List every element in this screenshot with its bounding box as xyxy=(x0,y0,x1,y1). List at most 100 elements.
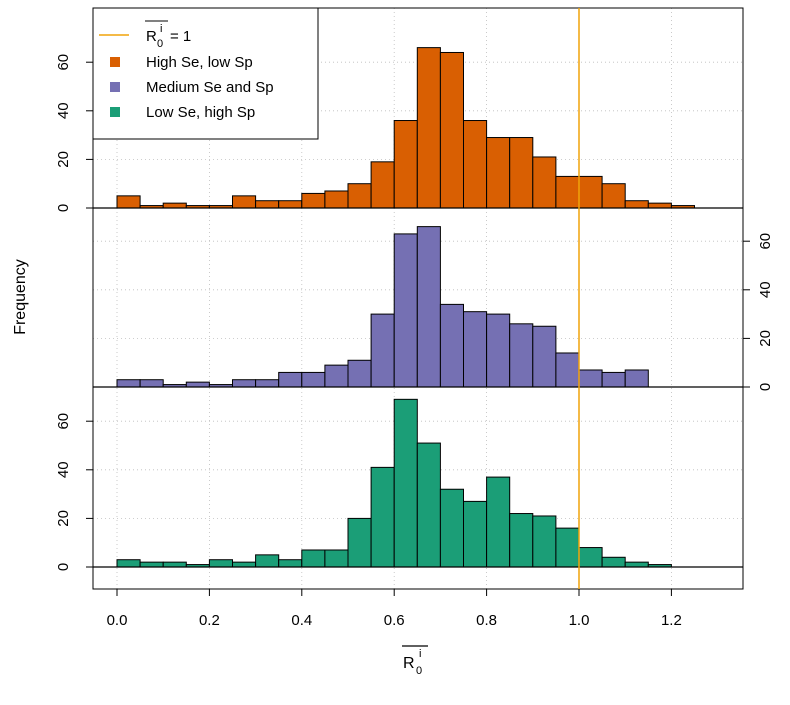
bar xyxy=(232,561,257,568)
bar xyxy=(370,466,395,568)
bar xyxy=(601,183,626,209)
bar xyxy=(139,561,164,568)
bar xyxy=(347,359,372,388)
x-axis-label-sup: i xyxy=(419,648,421,660)
x-tick-label: 0.0 xyxy=(107,612,128,629)
x-axis-label: R 0 i xyxy=(402,645,428,677)
bar xyxy=(370,313,395,388)
bar xyxy=(116,559,141,568)
legend-swatch xyxy=(110,57,120,67)
bar xyxy=(463,120,488,209)
x-axis-label-base: R xyxy=(403,655,415,672)
bar xyxy=(486,137,511,209)
bar xyxy=(439,51,464,209)
y-tick-label: 0 xyxy=(757,383,774,391)
bar xyxy=(139,379,164,388)
legend-ref-sub: 0 xyxy=(157,38,163,50)
y-tick-label: 40 xyxy=(55,461,72,478)
axes-layer: 0 20 40 60 0 20 40 60 0 20 40 60 0.0 0.2 0.4 0.6 0.8 1.0 1… xyxy=(55,7,774,629)
bar xyxy=(463,500,488,568)
y-tick-label: 20 xyxy=(55,510,72,527)
bar xyxy=(578,369,603,388)
y-tick-label: 60 xyxy=(55,413,72,430)
bar xyxy=(555,175,580,209)
y-tick-label: 0 xyxy=(55,563,72,571)
bar xyxy=(324,364,349,388)
legend-ref-base: R xyxy=(146,28,157,45)
bar xyxy=(324,549,349,568)
bar xyxy=(416,226,441,388)
legend-label: Medium Se and Sp xyxy=(146,79,274,96)
bar xyxy=(232,379,257,388)
bar xyxy=(555,352,580,388)
bar xyxy=(624,561,649,568)
bar xyxy=(278,371,303,388)
plot-frame xyxy=(92,7,744,590)
bar xyxy=(555,527,580,568)
bar xyxy=(162,561,187,568)
y-tick-label: 40 xyxy=(757,281,774,298)
bar xyxy=(486,313,511,388)
legend-label: High Se, low Sp xyxy=(146,54,253,71)
legend: R 0 i = 1 High Se, low Sp Medium Se and Sp Low… xyxy=(92,7,319,140)
bar xyxy=(509,137,534,209)
bar xyxy=(278,200,303,209)
y-tick-label: 20 xyxy=(757,330,774,347)
bar xyxy=(532,156,557,209)
x-tick-label: 0.4 xyxy=(291,612,312,629)
bar xyxy=(416,442,441,568)
bar xyxy=(647,202,672,209)
legend-swatch xyxy=(110,82,120,92)
bar xyxy=(185,381,210,388)
bar xyxy=(162,202,187,209)
legend-swatch xyxy=(110,107,120,117)
bar xyxy=(116,379,141,388)
bar xyxy=(532,515,557,568)
bar xyxy=(393,120,418,209)
x-tick-label: 0.8 xyxy=(476,612,497,629)
y-tick-label: 40 xyxy=(55,102,72,119)
x-tick-label: 0.6 xyxy=(384,612,405,629)
bar xyxy=(278,559,303,568)
bar xyxy=(116,195,141,209)
bar xyxy=(393,398,418,568)
bar xyxy=(393,233,418,388)
bar xyxy=(255,554,280,568)
bar xyxy=(301,371,326,388)
x-tick-label: 1.2 xyxy=(661,612,682,629)
bar xyxy=(255,200,280,209)
bar xyxy=(624,369,649,388)
bar xyxy=(439,488,464,568)
bar xyxy=(232,195,257,209)
bar xyxy=(578,175,603,209)
bar xyxy=(208,559,233,568)
y-tick-label: 20 xyxy=(55,151,72,168)
bar xyxy=(601,556,626,568)
bar xyxy=(624,200,649,209)
legend-ref-sup: i xyxy=(160,23,162,35)
legend-box xyxy=(92,7,319,140)
legend-label: Low Se, high Sp xyxy=(146,104,255,121)
y-axis-label: Frequency xyxy=(12,259,29,335)
bar xyxy=(324,190,349,209)
bar xyxy=(347,517,372,568)
x-tick-label: 0.2 xyxy=(199,612,220,629)
bar xyxy=(486,476,511,568)
bar xyxy=(509,513,534,568)
y-tick-label: 60 xyxy=(757,233,774,250)
legend-ref-rest: = 1 xyxy=(170,28,191,45)
bar xyxy=(370,161,395,209)
bar xyxy=(532,325,557,388)
bar xyxy=(439,303,464,388)
bar xyxy=(509,323,534,388)
y-tick-label: 60 xyxy=(55,54,72,71)
bar xyxy=(416,47,441,209)
bar xyxy=(301,549,326,568)
bar xyxy=(578,547,603,568)
bar xyxy=(347,183,372,209)
bar xyxy=(463,311,488,388)
bar xyxy=(301,192,326,209)
x-axis-label-sub: 0 xyxy=(416,665,422,677)
y-tick-label: 0 xyxy=(55,204,72,212)
